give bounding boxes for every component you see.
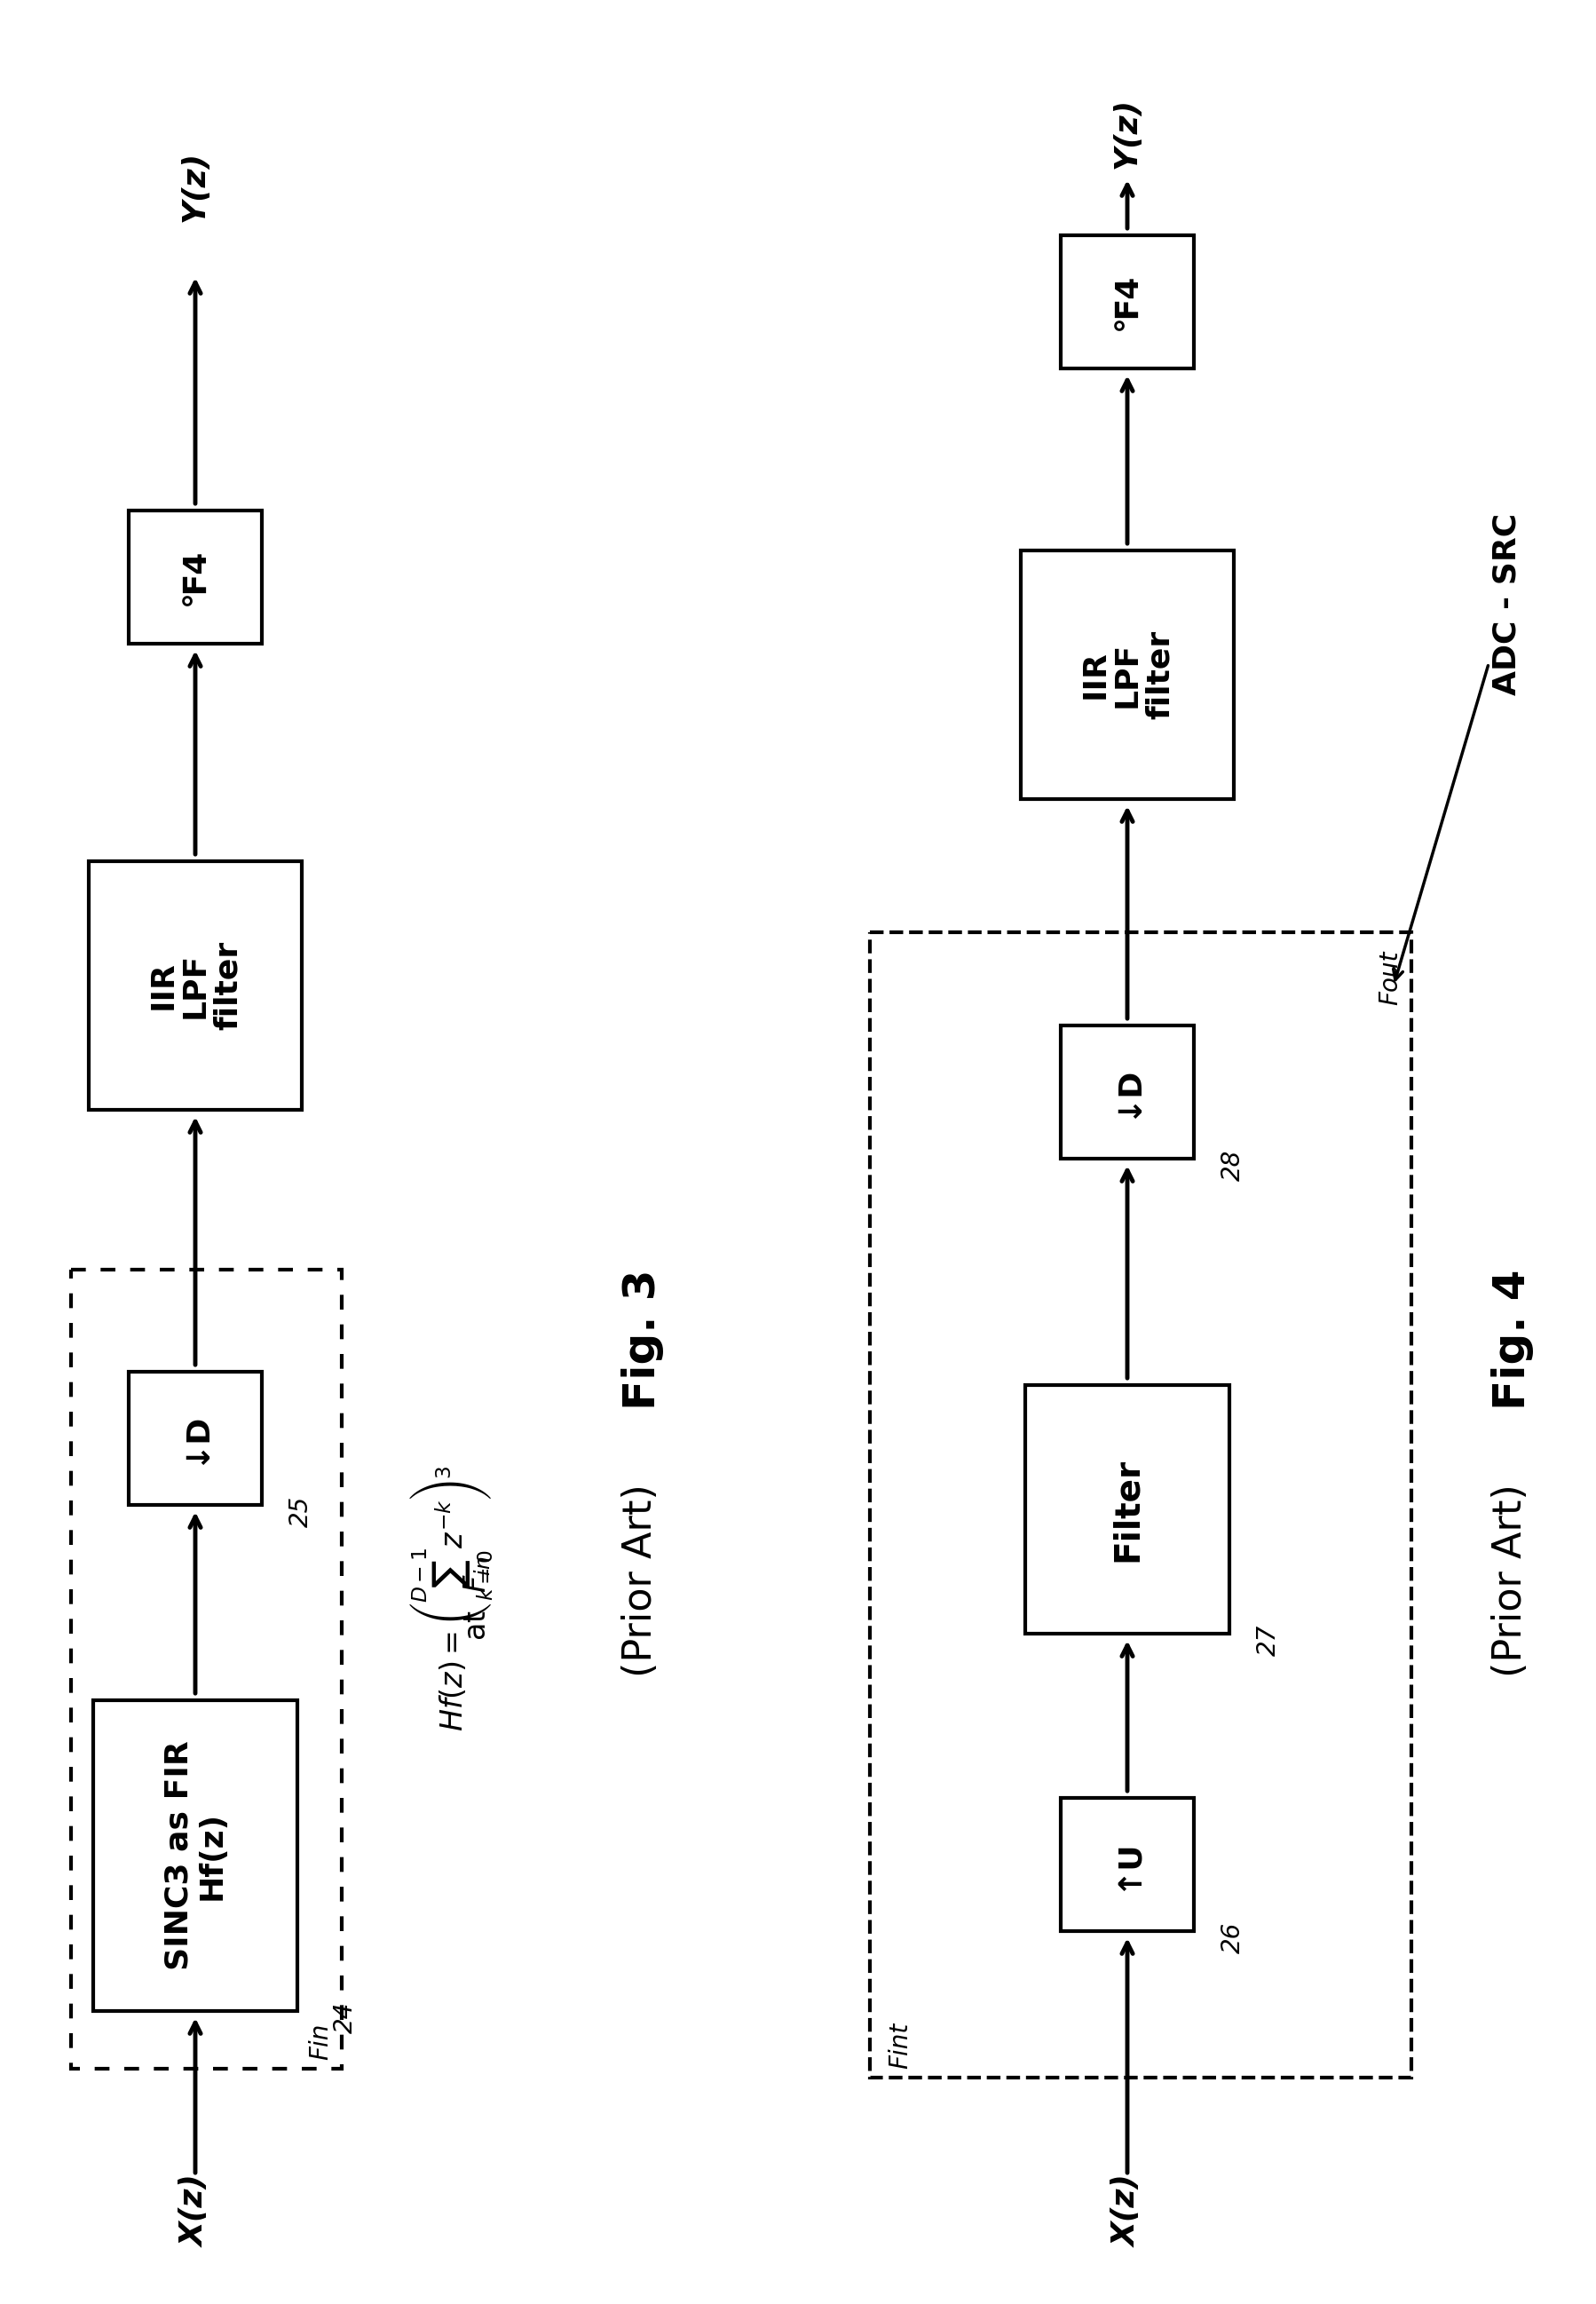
Text: SINC3 as FIR: SINC3 as FIR	[164, 1742, 195, 1970]
Bar	[70, 1270, 342, 2069]
Bar	[1025, 1385, 1229, 1634]
Text: ↓D: ↓D	[1112, 1064, 1143, 1120]
Text: Fint: Fint	[887, 2023, 913, 2069]
Text: ADC - SRC: ADC - SRC	[1393, 514, 1521, 979]
Text: ↑U: ↑U	[1112, 1839, 1143, 1892]
Text: 28: 28	[1221, 1150, 1245, 1182]
Bar	[1061, 1797, 1194, 1931]
Text: IIR: IIR	[148, 961, 179, 1009]
Text: 27: 27	[1256, 1624, 1282, 1657]
Text: ↓D: ↓D	[180, 1412, 211, 1465]
Text: IIR: IIR	[1080, 650, 1111, 698]
Text: Fin: Fin	[308, 2023, 334, 2060]
Text: LPF: LPF	[1112, 643, 1143, 707]
Bar	[1061, 1025, 1194, 1159]
Text: Filter: Filter	[1111, 1458, 1144, 1562]
Bar	[129, 1371, 262, 1505]
Text: ℉4: ℉4	[180, 548, 211, 606]
Text: 25: 25	[289, 1495, 313, 1528]
Text: LPF: LPF	[180, 952, 211, 1018]
Text: Hf(z): Hf(z)	[196, 1811, 227, 1901]
Text: filter: filter	[1144, 631, 1175, 719]
Bar	[129, 511, 262, 643]
Text: filter: filter	[212, 940, 243, 1030]
Text: Fig. 4: Fig. 4	[1491, 1253, 1534, 1410]
Bar	[93, 1700, 297, 2011]
Text: X(z): X(z)	[1112, 2175, 1143, 2246]
Bar	[1021, 551, 1234, 799]
Text: 24: 24	[334, 2002, 358, 2034]
Text: (Prior Art): (Prior Art)	[621, 1484, 659, 1677]
Text: ℉4: ℉4	[1112, 274, 1143, 329]
Text: Fout: Fout	[1377, 949, 1403, 1005]
Text: $Hf(z) = \left(\sum_{k=0}^{D-1} z^{-k}\right)^3$: $Hf(z) = \left(\sum_{k=0}^{D-1} z^{-k}\r…	[409, 1465, 495, 1730]
Text: Y(z): Y(z)	[180, 150, 211, 221]
Text: (Prior Art): (Prior Art)	[1491, 1484, 1529, 1677]
Text: Fig. 3: Fig. 3	[621, 1253, 664, 1410]
Text: 26: 26	[1221, 1922, 1245, 1954]
Bar	[870, 933, 1411, 2078]
Text: Y(z): Y(z)	[1112, 97, 1143, 168]
Bar	[89, 862, 302, 1111]
Bar	[1061, 235, 1194, 369]
Text: X(z): X(z)	[180, 2175, 211, 2246]
Text: at  $F_{in}$: at $F_{in}$	[461, 1555, 493, 1640]
